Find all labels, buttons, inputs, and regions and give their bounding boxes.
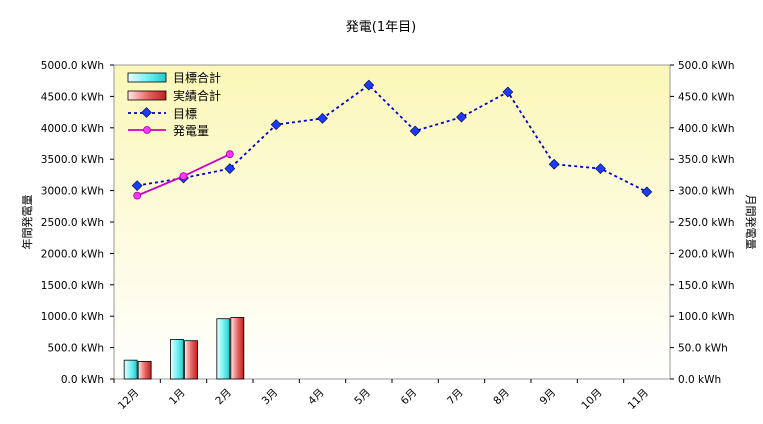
legend-label-generation: 発電量 [173,124,209,138]
legend-label-actual-total: 実績合計 [173,88,221,103]
legend-swatch-target-total [127,72,167,83]
point-target [548,158,560,170]
bar-actual-total [230,317,245,380]
point-generation [179,172,188,181]
bar-target-total [123,359,138,380]
left-tick-label: 500.0 kWh [47,343,104,355]
point-target [270,119,282,131]
line-target [137,83,648,193]
right-tick-label: 300.0 kWh [678,186,735,198]
left-tick-label: 1500.0 kWh [41,280,104,292]
x-axis-ticks: 12月 1月 2月 3月 4月 5月 6月 7月 8月 9月 10月 11月 [113,379,651,412]
right-tick-label: 200.0 kWh [678,248,735,260]
legend: 目標合計 実績合計 目標 発電量 [127,70,221,138]
point-generation [225,150,234,159]
chart-title: 発電(1年目) [346,20,416,35]
right-tick-label: 100.0 kWh [678,311,735,323]
point-target [409,125,421,137]
point-target [595,163,606,174]
x-tick-label: 1月 [167,387,188,408]
left-tick-label: 5000.0 kWh [41,60,104,72]
point-target [502,86,514,98]
point-target [456,111,467,123]
x-tick-label: 8月 [491,387,512,408]
right-tick-label: 250.0 kWh [678,217,735,229]
line-series [131,79,653,200]
left-tick-label: 2000.0 kWh [41,248,104,260]
x-tick-label: 4月 [306,387,327,408]
legend-label-target-total: 目標合計 [173,70,221,85]
point-target [224,163,236,174]
left-tick-label: 3500.0 kWh [41,154,104,166]
x-tick-label: 6月 [399,387,420,408]
right-tick-label: 0.0 kWh [678,374,721,386]
point-target [317,113,328,124]
right-axis-title: 月間発電量 [744,195,758,250]
right-tick-label: 450.0 kWh [678,91,735,103]
x-tick-label: 10月 [579,387,604,412]
x-tick-label: 5月 [352,387,373,408]
right-tick-label: 500.0 kWh [678,60,735,72]
point-generation [133,191,142,200]
x-tick-label: 3月 [260,387,281,408]
x-tick-label: 7月 [445,387,466,408]
left-tick-label: 0.0 kWh [61,374,104,386]
bar-target-total [216,318,231,380]
left-tick-label: 4500.0 kWh [41,91,104,103]
plot-area [113,64,671,380]
left-tick-label: 3000.0 kWh [41,186,104,198]
left-axis-title: 年間発電量 [20,195,34,250]
point-target [641,186,653,198]
left-tick-label: 1000.0 kWh [41,311,104,323]
legend-marker-generation [143,126,151,134]
point-target [363,79,375,91]
legend-swatch-actual-total [127,90,167,101]
right-tick-label: 50.0 kWh [678,343,728,355]
right-tick-label: 350.0 kWh [678,154,735,166]
point-target [131,180,143,191]
bar-series [123,317,245,380]
left-axis-ticks: 0.0 kWh 500.0 kWh 1000.0 kWh 1500.0 kWh 2000… [41,60,114,386]
bar-actual-total [184,340,198,380]
legend-label-target: 目標 [173,107,197,121]
x-tick-label: 11月 [626,387,651,412]
right-axis-ticks: 0.0 kWh 50.0 kWh 100.0 kWh 150.0 kWh 200.0 k… [670,60,735,386]
left-tick-label: 4000.0 kWh [41,123,104,135]
x-tick-label: 12月 [116,387,141,412]
x-tick-label: 2月 [213,387,234,408]
right-tick-label: 150.0 kWh [678,280,735,292]
legend-marker-target [141,107,152,118]
right-tick-label: 400.0 kWh [678,123,735,135]
bar-actual-total [137,361,152,380]
bar-target-total [170,339,184,380]
x-tick-label: 9月 [538,387,559,408]
left-tick-label: 2500.0 kWh [41,217,104,229]
